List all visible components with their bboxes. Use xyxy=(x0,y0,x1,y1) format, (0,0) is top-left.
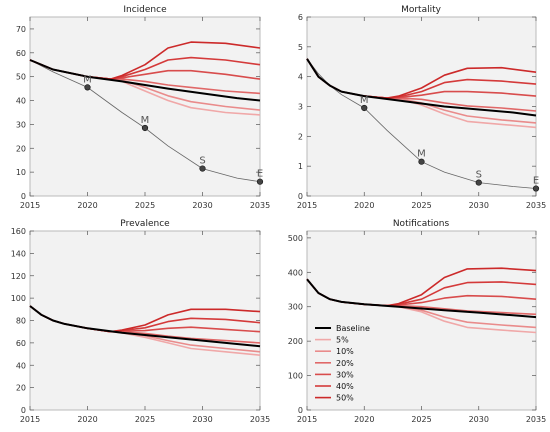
y-tick-label: 20 xyxy=(16,384,26,393)
x-tick-label: 2035 xyxy=(526,415,546,424)
notifications-panel: Notifications 0 100 200 300 400 500 2015 2020 20… xyxy=(288,219,546,424)
y-tick-label: 120 xyxy=(11,272,26,281)
y-tick-label: 4 xyxy=(298,73,303,82)
target-point xyxy=(141,124,149,132)
x-tick-label: 2035 xyxy=(250,201,270,210)
y-tick-label: 5 xyxy=(298,43,303,52)
x-tick-label: 2015 xyxy=(20,415,40,424)
target-point xyxy=(475,179,482,186)
target-point xyxy=(361,104,368,112)
y-tick-label: 60 xyxy=(16,339,26,348)
y-tick-label: 20 xyxy=(16,144,26,153)
target-point-label: S xyxy=(476,170,482,181)
y-tick-label: 0 xyxy=(21,406,26,415)
y-tick-label: 300 xyxy=(288,303,303,312)
y-tick-label: 500 xyxy=(288,234,303,243)
panel-title: Prevalence xyxy=(120,219,170,229)
y-tick-label: 100 xyxy=(288,372,303,381)
y-tick-label: 80 xyxy=(16,317,26,326)
x-tick-label: 2020 xyxy=(354,415,374,424)
y-tick-label: 0 xyxy=(298,406,303,415)
x-tick-label: 2025 xyxy=(135,415,155,424)
plot-area xyxy=(306,16,537,197)
y-tick-label: 400 xyxy=(288,268,303,277)
y-tick-label: 100 xyxy=(11,294,26,303)
target-point-label: M xyxy=(83,74,92,85)
prevalence-panel: Prevalence 0 20 40 60 80 100 120 140 160 2015 2020… xyxy=(11,219,270,424)
y-tick-label: 70 xyxy=(16,25,26,34)
x-tick-label: 2020 xyxy=(77,415,97,424)
target-point xyxy=(84,84,91,91)
y-tick-label: 0 xyxy=(21,192,26,201)
y-tick-label: 60 xyxy=(16,49,26,58)
target-point-label: M xyxy=(417,149,426,160)
y-tick-label: 1 xyxy=(298,162,303,171)
target-point-label: M xyxy=(360,95,369,106)
x-tick-label: 2015 xyxy=(297,415,317,424)
panel-title: Mortality xyxy=(401,5,442,15)
x-tick-label: 2035 xyxy=(250,415,270,424)
legend-label: 5% xyxy=(336,336,349,345)
baseline-line xyxy=(306,278,537,319)
y-tick-label: 0 xyxy=(298,192,303,201)
baseline-line xyxy=(306,58,537,117)
x-tick-label: 2030 xyxy=(469,415,489,424)
y-tick-label: 2 xyxy=(298,132,303,141)
y-tick-label: 40 xyxy=(16,361,26,370)
target-point xyxy=(256,178,264,185)
legend-label: 10% xyxy=(336,347,354,356)
x-tick-label: 2030 xyxy=(469,201,489,210)
x-tick-label: 2025 xyxy=(135,201,155,210)
legend-label: 20% xyxy=(336,359,354,368)
x-tick-label: 2025 xyxy=(411,201,431,210)
y-tick-label: 160 xyxy=(11,227,26,236)
baseline-line xyxy=(29,59,261,102)
legend-label: Baseline xyxy=(336,324,370,333)
legend-label: 30% xyxy=(336,370,354,379)
target-point-label: M xyxy=(141,115,150,126)
legend: Baseline 5% 10% 20% 30% 40% 50% xyxy=(315,324,370,403)
y-tick-label: 40 xyxy=(16,97,26,106)
y-tick-label: 3 xyxy=(298,103,303,112)
target-point xyxy=(532,185,540,192)
baseline-line xyxy=(29,305,261,348)
x-tick-label: 2025 xyxy=(411,415,431,424)
panel-title: Incidence xyxy=(123,5,167,15)
y-tick-label: 10 xyxy=(16,168,26,177)
y-tick-label: 140 xyxy=(11,249,26,258)
x-tick-label: 2030 xyxy=(192,415,212,424)
y-tick-label: 200 xyxy=(288,337,303,346)
x-tick-label: 2020 xyxy=(354,201,374,210)
plot-area xyxy=(306,230,537,411)
plot-area xyxy=(29,230,261,411)
y-tick-label: 6 xyxy=(298,13,303,22)
target-point-label: E xyxy=(257,169,263,180)
legend-label: 50% xyxy=(336,394,354,403)
target-point-label: E xyxy=(533,176,539,187)
x-tick-label: 2015 xyxy=(297,201,317,210)
x-tick-label: 2030 xyxy=(192,201,212,210)
panel-title: Notifications xyxy=(393,219,450,229)
mortality-panel: Mortality 0 1 2 3 4 5 6 2015 2020 2025 2030 2035 M M S… xyxy=(297,5,546,210)
y-tick-label: 50 xyxy=(16,73,26,82)
x-tick-label: 2015 xyxy=(20,201,40,210)
target-point xyxy=(199,165,206,172)
x-tick-label: 2020 xyxy=(77,201,97,210)
target-point-label: S xyxy=(199,156,205,167)
x-tick-label: 2035 xyxy=(526,201,546,210)
y-tick-label: 30 xyxy=(16,120,26,129)
legend-label: 40% xyxy=(336,382,354,391)
target-point xyxy=(418,158,425,165)
